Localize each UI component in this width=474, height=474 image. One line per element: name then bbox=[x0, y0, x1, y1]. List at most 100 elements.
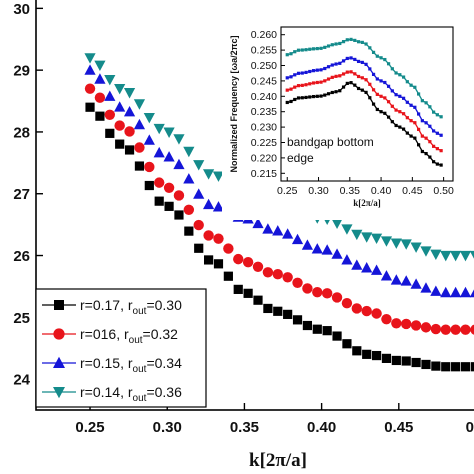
inset-point bbox=[432, 129, 436, 133]
data-point bbox=[95, 111, 105, 121]
data-point bbox=[441, 362, 451, 372]
data-point bbox=[114, 120, 125, 131]
inset-point bbox=[371, 88, 376, 92]
inset-y-tick-label: 0.240 bbox=[251, 91, 277, 103]
data-point bbox=[451, 362, 461, 372]
data-point bbox=[381, 353, 392, 363]
inset-point bbox=[401, 75, 406, 79]
data-point bbox=[262, 223, 274, 234]
data-point bbox=[470, 324, 474, 335]
data-point bbox=[381, 313, 392, 325]
inset-point bbox=[394, 71, 398, 75]
inset-point bbox=[405, 116, 409, 120]
data-point bbox=[322, 326, 332, 336]
inset-point bbox=[323, 79, 327, 83]
inset-point bbox=[289, 75, 293, 79]
data-point bbox=[203, 169, 215, 180]
inset-point bbox=[338, 89, 342, 93]
data-point bbox=[252, 261, 264, 272]
data-point bbox=[292, 315, 303, 325]
data-point bbox=[362, 349, 372, 359]
data-point bbox=[459, 250, 472, 262]
inset-point bbox=[334, 90, 338, 94]
data-point bbox=[420, 322, 432, 333]
y-tick-label: 24 bbox=[13, 372, 30, 389]
data-point bbox=[401, 318, 412, 330]
data-point bbox=[253, 295, 263, 305]
data-point bbox=[411, 357, 421, 368]
y-tick-label: 30 bbox=[13, 1, 30, 18]
data-point bbox=[272, 225, 284, 236]
inset-point bbox=[375, 54, 379, 58]
data-point bbox=[321, 288, 333, 299]
inset-point bbox=[386, 115, 391, 119]
data-point bbox=[390, 238, 402, 249]
inset-point bbox=[432, 144, 436, 148]
inset-point bbox=[308, 95, 312, 99]
data-point bbox=[410, 320, 422, 331]
data-point bbox=[154, 177, 165, 188]
inset-point bbox=[413, 121, 417, 125]
inset-point bbox=[315, 80, 319, 85]
inset-point bbox=[379, 79, 383, 83]
data-point bbox=[273, 306, 283, 316]
inset-y-tick-label: 0.260 bbox=[251, 29, 277, 41]
inset-point bbox=[326, 44, 331, 48]
data-point bbox=[321, 244, 333, 255]
data-point bbox=[401, 356, 411, 366]
inset-point bbox=[383, 80, 387, 85]
inset-point bbox=[417, 112, 421, 116]
inset-point bbox=[311, 94, 316, 99]
data-point bbox=[242, 256, 254, 268]
inset-series-3 bbox=[285, 56, 443, 137]
inset-point bbox=[420, 99, 424, 103]
inset-point bbox=[338, 74, 342, 78]
inset-point bbox=[401, 96, 406, 100]
inset-point bbox=[398, 73, 402, 77]
inset-point bbox=[435, 162, 439, 166]
inset-point bbox=[413, 105, 417, 109]
data-point bbox=[351, 229, 363, 241]
inset-point bbox=[364, 42, 368, 46]
data-point bbox=[331, 292, 343, 303]
inset-point bbox=[315, 46, 319, 51]
inset-point bbox=[394, 108, 398, 112]
inset-point bbox=[368, 67, 372, 71]
data-point bbox=[440, 250, 452, 262]
data-point bbox=[352, 346, 362, 356]
inset-point bbox=[420, 134, 424, 138]
legend-marker bbox=[53, 328, 65, 340]
data-point bbox=[410, 242, 422, 253]
data-point bbox=[223, 271, 233, 281]
x-tick-label: 0.40 bbox=[307, 419, 336, 436]
inset-point bbox=[428, 140, 432, 144]
data-point bbox=[430, 323, 442, 335]
data-point bbox=[361, 232, 373, 243]
data-point bbox=[124, 126, 135, 137]
data-point bbox=[400, 275, 412, 286]
inset-point bbox=[326, 65, 331, 69]
data-point bbox=[410, 278, 422, 289]
data-point bbox=[233, 253, 244, 265]
inset-point bbox=[311, 81, 316, 85]
inset-point bbox=[383, 111, 387, 115]
inset-point bbox=[353, 38, 357, 43]
inset-point bbox=[424, 101, 428, 105]
inset-point bbox=[319, 68, 323, 72]
inset-point bbox=[432, 160, 436, 164]
inset-point bbox=[353, 72, 357, 76]
inset-point bbox=[334, 62, 338, 66]
inset-point bbox=[323, 93, 327, 97]
inset-point bbox=[420, 119, 424, 123]
data-point bbox=[380, 236, 393, 247]
data-point bbox=[212, 171, 225, 182]
inset-point bbox=[409, 119, 413, 123]
data-point bbox=[163, 127, 175, 138]
inset-point bbox=[360, 40, 364, 44]
inset-point bbox=[330, 90, 334, 95]
inset-y-tick-label: 0.255 bbox=[251, 45, 277, 57]
data-point bbox=[342, 339, 352, 349]
data-point bbox=[144, 180, 154, 191]
data-point bbox=[291, 233, 304, 245]
data-point bbox=[459, 286, 472, 298]
